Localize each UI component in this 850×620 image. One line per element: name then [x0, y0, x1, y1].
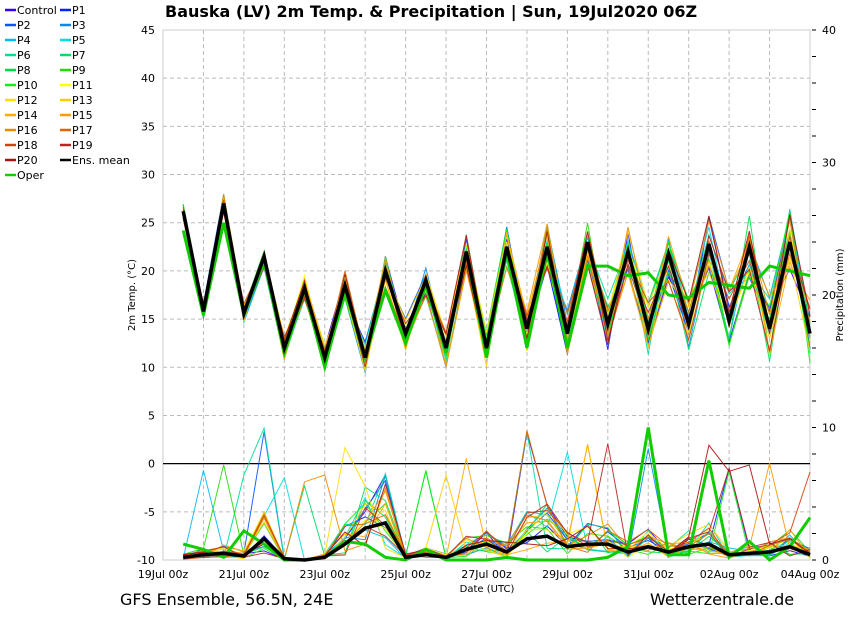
- ensemble-member-lines: [182, 194, 811, 561]
- legend-item: P9: [60, 64, 86, 77]
- legend: Control P1 P2 P3 P4 P5 P6 P7 P8 P9 P10 P11 P12 P13 P14…: [5, 4, 130, 182]
- y-tick-label: 0: [148, 458, 155, 471]
- legend-label: Oper: [17, 169, 44, 182]
- legend-item: P18: [5, 139, 38, 152]
- legend-label: P10: [17, 79, 38, 92]
- legend-item: P4: [5, 34, 31, 47]
- y-tick-label: 45: [141, 24, 155, 37]
- legend-label: P15: [72, 109, 93, 122]
- mean-temp-line: [181, 203, 812, 365]
- y-right-tick-label: 30: [822, 157, 836, 170]
- x-tick-label: 04Aug 00z: [781, 568, 840, 581]
- legend-item: P19: [60, 139, 93, 152]
- y-right-tick-label: 20: [822, 289, 836, 302]
- legend-item: P11: [60, 79, 93, 92]
- legend-item: Ens. mean: [60, 154, 130, 167]
- y-right-tick-label: 0: [822, 554, 829, 567]
- legend-item: P6: [5, 49, 31, 62]
- x-axis: 19Jul 00z 21Jul 00z 23Jul 00z 25Jul 00z 27Ju…: [138, 568, 840, 581]
- x-tick-label: 21Jul 00z: [219, 568, 270, 581]
- x-tick-label: 27Jul 00z: [461, 568, 512, 581]
- x-tick-label: 31Jul 00z: [623, 568, 674, 581]
- legend-label: P7: [72, 49, 86, 62]
- y-tick-label: 5: [148, 409, 155, 422]
- legend-item: P17: [60, 124, 93, 137]
- legend-item: P20: [5, 154, 38, 167]
- y-axis-label: 2m Temp. (°C): [127, 259, 138, 331]
- legend-label: P18: [17, 139, 38, 152]
- legend-label: P9: [72, 64, 86, 77]
- y-tick-label: -10: [137, 554, 155, 567]
- footer-source: GFS Ensemble, 56.5N, 24E: [120, 590, 333, 609]
- x-tick-label: 19Jul 00z: [138, 568, 189, 581]
- legend-item: P10: [5, 79, 38, 92]
- y-axis-right-label: Precipitation (mm): [835, 248, 846, 341]
- legend-item: P3: [60, 19, 86, 32]
- legend-item: P12: [5, 94, 38, 107]
- footer-site: Wetterzentrale.de: [650, 590, 794, 609]
- legend-item: P5: [60, 34, 86, 47]
- y-tick-label: 30: [141, 169, 155, 182]
- y-tick-label: 20: [141, 265, 155, 278]
- legend-label: P13: [72, 94, 93, 107]
- series-lines: [181, 203, 812, 562]
- legend-label: P2: [17, 19, 31, 32]
- y-right-tick-label: 40: [822, 24, 836, 37]
- legend-item: P2: [5, 19, 31, 32]
- legend-label: P19: [72, 139, 93, 152]
- legend-label: P11: [72, 79, 93, 92]
- legend-item: P16: [5, 124, 38, 137]
- x-tick-label: 23Jul 00z: [299, 568, 350, 581]
- legend-item: P1: [60, 4, 86, 17]
- legend-label: P20: [17, 154, 38, 167]
- legend-item: Control: [5, 4, 57, 17]
- member-precip-line-p5: [183, 451, 811, 561]
- legend-label: P16: [17, 124, 38, 137]
- legend-label: P12: [17, 94, 38, 107]
- y-axis-left: 45 40 35 30 25 20 15 10 5 0 -5 -10: [137, 24, 155, 567]
- legend-label: Control: [17, 4, 57, 17]
- legend-label: P4: [17, 34, 31, 47]
- legend-label: P8: [17, 64, 31, 77]
- y-tick-label: 15: [141, 313, 155, 326]
- x-tick-label: 02Aug 00z: [700, 568, 759, 581]
- y-axis-right: 40 30 20 10 0: [812, 24, 836, 567]
- legend-label: P3: [72, 19, 86, 32]
- legend-item: P14: [5, 109, 38, 122]
- x-axis-label: Date (UTC): [460, 584, 515, 595]
- legend-item: Oper: [5, 169, 44, 182]
- legend-label: P17: [72, 124, 93, 137]
- legend-item: P15: [60, 109, 93, 122]
- y-tick-label: 10: [141, 361, 155, 374]
- y-tick-label: -5: [144, 506, 155, 519]
- y-tick-label: 35: [141, 120, 155, 133]
- legend-label: P14: [17, 109, 38, 122]
- legend-label: Ens. mean: [72, 154, 130, 167]
- y-tick-label: 25: [141, 217, 155, 230]
- legend-item: P7: [60, 49, 86, 62]
- x-tick-label: 25Jul 00z: [380, 568, 431, 581]
- legend-item: P8: [5, 64, 31, 77]
- x-tick-label: 29Jul 00z: [542, 568, 593, 581]
- chart-title: Bauska (LV) 2m Temp. & Precipitation | S…: [165, 2, 697, 22]
- y-right-tick-label: 10: [822, 422, 836, 435]
- legend-item: P13: [60, 94, 93, 107]
- legend-label: P5: [72, 34, 86, 47]
- legend-label: P6: [17, 49, 31, 62]
- mean-precip-line: [182, 520, 811, 562]
- grid: [163, 30, 810, 560]
- legend-label: P1: [72, 4, 86, 17]
- y-tick-label: 40: [141, 72, 155, 85]
